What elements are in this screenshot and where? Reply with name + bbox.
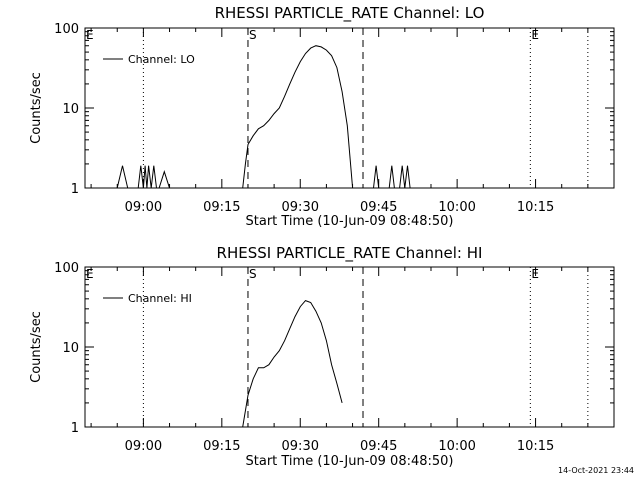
panel2-event-marker-label: E	[531, 267, 539, 281]
panel2-y-tick-label: 100	[54, 261, 79, 276]
panel2-x-tick-label: 09:00	[125, 439, 162, 454]
panel2-plot-frame	[84, 266, 615, 428]
panel1-event-marker-label: E	[86, 28, 94, 42]
panel1-series-line	[116, 45, 411, 189]
panel2-x-axis-label: Start Time (10-Jun-09 08:48:50)	[246, 454, 454, 469]
panel1-y-axis-label: Counts/sec	[29, 72, 44, 144]
panel1-plot-frame	[84, 27, 615, 189]
footer-timestamp: 14-Oct-2021 23:44	[558, 466, 634, 475]
panel1-x-tick-label: 10:00	[438, 200, 475, 215]
panel2-title: RHESSI PARTICLE_RATE Channel: HI	[217, 244, 483, 263]
panel2-series-line	[242, 300, 343, 428]
panel1-event-marker-label: E	[531, 28, 539, 42]
panel1-legend-label: Channel: LO	[128, 53, 195, 66]
panel2-event-marker-label: E	[86, 267, 94, 281]
panel2-x-tick-label: 10:00	[438, 439, 475, 454]
panel1-x-tick-label: 09:00	[125, 200, 162, 215]
panel2-x-tick-label: 10:15	[517, 439, 554, 454]
panel1-y-tick-label: 100	[54, 22, 79, 37]
panel2-y-tick-label: 1	[71, 421, 79, 436]
panel2-y-tick-label: 10	[62, 341, 79, 356]
panel1-event-marker-label: S	[249, 28, 257, 42]
panel1-y-tick-label: 1	[71, 182, 79, 197]
panel1-x-axis-label: Start Time (10-Jun-09 08:48:50)	[246, 214, 454, 229]
panel2-x-tick-label: 09:15	[203, 439, 240, 454]
panel2-x-tick-label: 09:45	[360, 439, 397, 454]
panel1-x-tick-label: 09:45	[360, 200, 397, 215]
panel2-legend-label: Channel: HI	[128, 292, 192, 305]
panel2-event-marker-label: S	[249, 267, 257, 281]
panel1-x-tick-label: 09:15	[203, 200, 240, 215]
panel1-y-tick-label: 10	[62, 102, 79, 117]
panel1-x-tick-label: 09:30	[282, 200, 319, 215]
panel2-x-tick-label: 09:30	[282, 439, 319, 454]
panel1-x-tick-label: 10:15	[517, 200, 554, 215]
panel1-title: RHESSI PARTICLE_RATE Channel: LO	[215, 4, 485, 23]
panel2-y-axis-label: Counts/sec	[29, 311, 44, 383]
